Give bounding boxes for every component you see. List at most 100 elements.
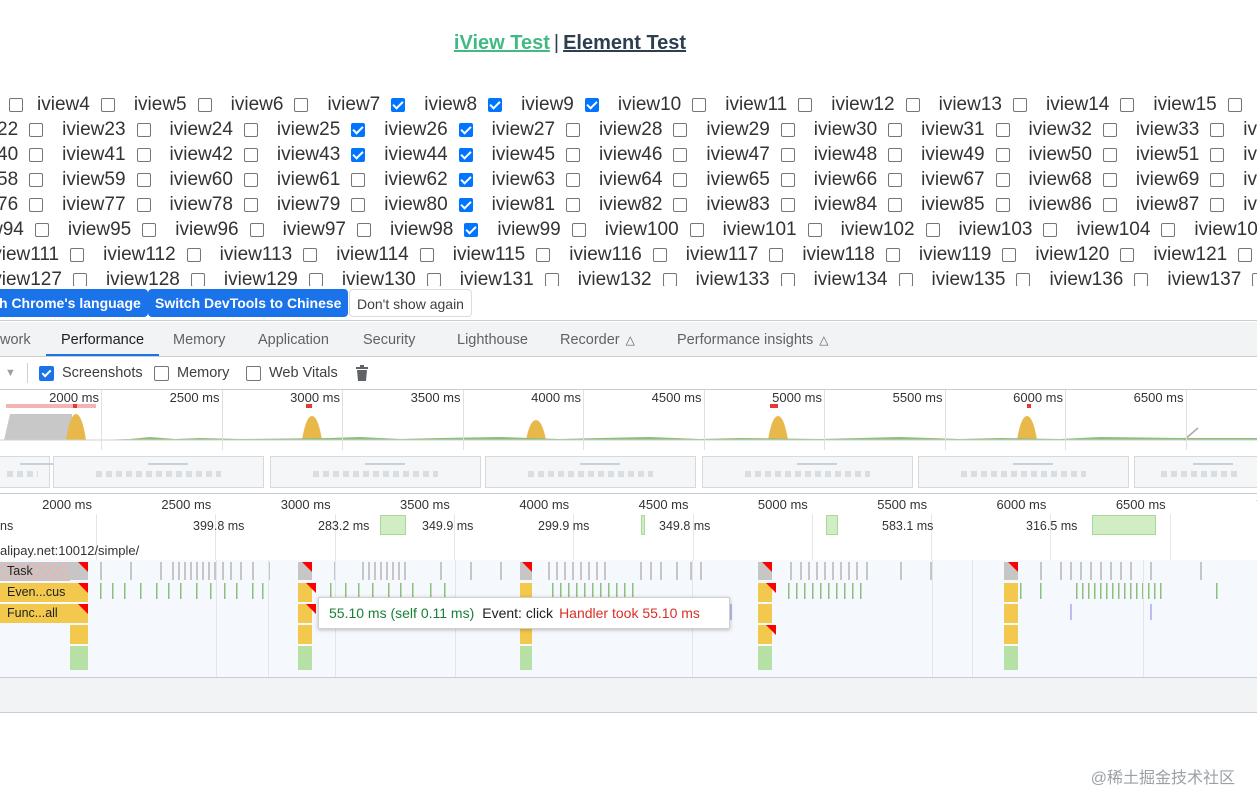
event-tick[interactable] <box>1070 604 1072 620</box>
checkbox-item[interactable]: iview32 <box>1029 119 1128 141</box>
task-slice[interactable] <box>100 562 102 580</box>
task-slice[interactable] <box>580 562 582 580</box>
checkbox-item[interactable]: iview68 <box>1029 169 1128 191</box>
checkbox[interactable] <box>566 122 581 137</box>
task-slice[interactable] <box>1110 562 1112 580</box>
task-slice[interactable] <box>184 562 186 580</box>
checkbox[interactable] <box>995 197 1010 212</box>
web-vitals-checkbox[interactable]: Web Vitals <box>246 357 338 389</box>
checkbox[interactable] <box>798 97 813 112</box>
task-slice[interactable] <box>386 562 388 580</box>
event-tick[interactable] <box>236 583 238 599</box>
checkbox-item[interactable]: iview13 <box>939 94 1038 116</box>
checkbox-item[interactable]: iview120 <box>1035 244 1145 266</box>
task-slice[interactable] <box>1040 562 1042 580</box>
memory-checkbox[interactable]: Memory <box>154 357 229 389</box>
checkbox[interactable] <box>249 222 264 237</box>
track-gridline[interactable] <box>1143 560 1144 677</box>
event-tick[interactable] <box>1082 583 1084 599</box>
checkbox[interactable] <box>351 122 366 137</box>
checkbox[interactable] <box>544 272 559 286</box>
checkbox[interactable] <box>780 147 795 162</box>
checkbox-item[interactable]: iview8 <box>424 94 513 116</box>
checkbox-item[interactable]: iview66 <box>814 169 913 191</box>
event-tick[interactable] <box>600 583 602 599</box>
event-tick[interactable] <box>1094 583 1096 599</box>
checkbox[interactable] <box>186 247 201 262</box>
checkbox[interactable] <box>1227 97 1242 112</box>
checkbox-item[interactable]: iview28 <box>599 119 698 141</box>
checkbox-item[interactable]: iview133 <box>696 269 806 286</box>
frame-block[interactable] <box>641 515 645 535</box>
checkbox-item[interactable]: iview15 <box>1153 94 1252 116</box>
checkbox-item[interactable]: iview24 <box>170 119 269 141</box>
checkbox[interactable] <box>100 97 115 112</box>
checkbox[interactable] <box>294 97 309 112</box>
task-slice[interactable] <box>1130 562 1132 580</box>
event-tick[interactable] <box>1136 583 1138 599</box>
checkbox-item[interactable]: iview87 <box>1136 194 1235 216</box>
checkbox[interactable] <box>885 247 900 262</box>
checkbox[interactable] <box>673 172 688 187</box>
checkbox[interactable] <box>1102 122 1117 137</box>
task-slice[interactable] <box>362 562 364 580</box>
screenshot-thumbnail[interactable] <box>918 456 1129 488</box>
event-tick[interactable] <box>584 583 586 599</box>
screenshots-checkbox-box[interactable] <box>39 365 54 381</box>
checkbox[interactable] <box>1210 147 1225 162</box>
task-slice[interactable] <box>500 562 502 580</box>
function-call-slice[interactable] <box>1004 604 1018 623</box>
task-slice[interactable] <box>404 562 406 580</box>
checkbox[interactable] <box>458 147 473 162</box>
event-tick[interactable] <box>1142 583 1144 599</box>
task-slice[interactable] <box>556 562 558 580</box>
checkbox-item[interactable]: iview96 <box>175 219 274 241</box>
checkbox[interactable] <box>1120 247 1135 262</box>
event-tick[interactable] <box>592 583 594 599</box>
event-tick[interactable] <box>1118 583 1120 599</box>
checkbox-item[interactable]: iview62 <box>384 169 483 191</box>
task-slice[interactable] <box>824 562 826 580</box>
checkbox-item[interactable]: iview105 <box>1194 219 1257 241</box>
checkbox-item[interactable]: iview100 <box>605 219 715 241</box>
task-slice[interactable] <box>190 562 192 580</box>
checkbox-item[interactable]: iview27 <box>492 119 591 141</box>
checkbox[interactable] <box>673 197 688 212</box>
event-tick[interactable] <box>730 604 732 620</box>
rendering-slice[interactable] <box>298 646 312 670</box>
trash-icon[interactable] <box>355 357 369 389</box>
event-tick[interactable] <box>812 583 814 599</box>
checkbox-item[interactable]: iview64 <box>599 169 698 191</box>
checkbox[interactable] <box>1102 172 1117 187</box>
task-slice[interactable] <box>252 562 254 580</box>
checkbox[interactable] <box>303 247 318 262</box>
checkbox-item[interactable]: iview80 <box>384 194 483 216</box>
checkbox[interactable] <box>136 122 151 137</box>
task-slice[interactable] <box>398 562 400 580</box>
checkbox-item[interactable]: iview117 <box>686 244 795 266</box>
element-test-link[interactable]: Element Test <box>563 32 687 54</box>
checkbox-item[interactable]: iview44 <box>384 144 483 166</box>
task-slice[interactable] <box>660 562 662 580</box>
event-tick[interactable] <box>632 583 634 599</box>
checkbox-item[interactable]: iview84 <box>814 194 913 216</box>
event-tick[interactable] <box>1020 583 1022 599</box>
checkbox[interactable] <box>136 197 151 212</box>
event-tick[interactable] <box>430 583 432 599</box>
function-call-slice[interactable] <box>298 604 312 623</box>
event-tick[interactable] <box>788 583 790 599</box>
checkbox-item[interactable]: iview9 <box>521 94 610 116</box>
checkbox-item[interactable]: iview6 <box>231 94 320 116</box>
checkbox[interactable] <box>807 222 822 237</box>
checkbox-item[interactable]: iview48 <box>814 144 913 166</box>
task-slice[interactable] <box>832 562 834 580</box>
checkbox-item[interactable]: iview99 <box>497 219 596 241</box>
event-tick[interactable] <box>112 583 114 599</box>
event-tick[interactable] <box>412 583 414 599</box>
task-slice[interactable] <box>548 562 550 580</box>
event-tick[interactable] <box>224 583 226 599</box>
task-slice[interactable] <box>374 562 376 580</box>
task-slice[interactable] <box>1060 562 1062 580</box>
checkbox[interactable] <box>1102 197 1117 212</box>
checkbox-item[interactable]: iview47 <box>706 144 805 166</box>
